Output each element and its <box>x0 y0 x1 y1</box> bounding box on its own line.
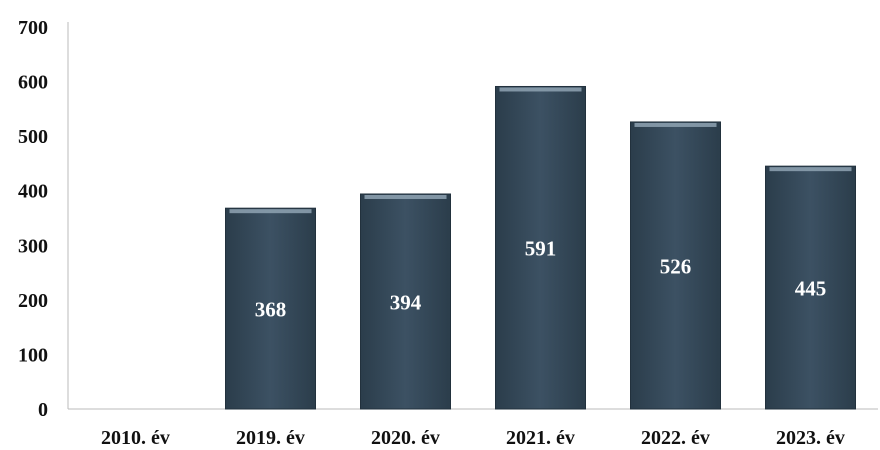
y-tick-label: 100 <box>18 344 48 366</box>
bar-data-label: 445 <box>795 277 827 301</box>
x-tick-label: 2010. év <box>101 427 170 449</box>
x-tick-label: 2020. év <box>371 427 440 449</box>
bar-top-highlight <box>229 209 312 214</box>
x-tick-label: 2021. év <box>506 427 575 449</box>
bar-data-label: 368 <box>255 298 287 322</box>
bar <box>765 165 856 410</box>
bars <box>225 85 856 410</box>
bar-top-highlight <box>364 194 447 199</box>
bar <box>225 207 316 410</box>
axes: 0 100 200 300 400 500 600 700 2010. év 2019. év 20… <box>18 17 878 449</box>
y-tick-label: 500 <box>18 126 48 148</box>
y-tick-label: 400 <box>18 181 48 203</box>
y-tick-label: 300 <box>18 235 48 257</box>
bar-data-label: 526 <box>660 254 692 278</box>
labels: 368 394 591 526 445 <box>255 237 827 322</box>
bar <box>495 85 586 410</box>
bar <box>360 193 451 410</box>
bar-top-highlight <box>634 122 717 127</box>
x-tick-label: 2023. év <box>776 427 845 449</box>
bar-top-highlight <box>769 167 852 172</box>
y-tick-label: 200 <box>18 290 48 312</box>
x-tick-label: 2022. év <box>641 427 710 449</box>
bar <box>630 121 721 410</box>
y-tick-label: 700 <box>18 17 48 39</box>
bar-data-label: 591 <box>525 237 557 261</box>
x-tick-label: 2019. év <box>236 427 305 449</box>
bar-top-highlight <box>499 87 582 92</box>
y-tick-label: 600 <box>18 72 48 94</box>
bar-data-label: 394 <box>390 290 422 314</box>
y-tick-label: 0 <box>38 399 48 421</box>
